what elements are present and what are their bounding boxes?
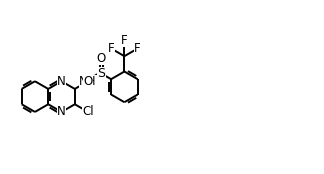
Text: F: F xyxy=(108,42,114,55)
Text: O: O xyxy=(84,75,93,88)
Text: S: S xyxy=(98,67,105,80)
Text: N: N xyxy=(57,75,66,88)
Text: F: F xyxy=(121,34,128,47)
Text: O: O xyxy=(97,52,106,65)
Text: F: F xyxy=(134,42,141,55)
Text: NH: NH xyxy=(79,75,97,88)
Text: N: N xyxy=(57,105,66,118)
Text: Cl: Cl xyxy=(82,105,94,118)
